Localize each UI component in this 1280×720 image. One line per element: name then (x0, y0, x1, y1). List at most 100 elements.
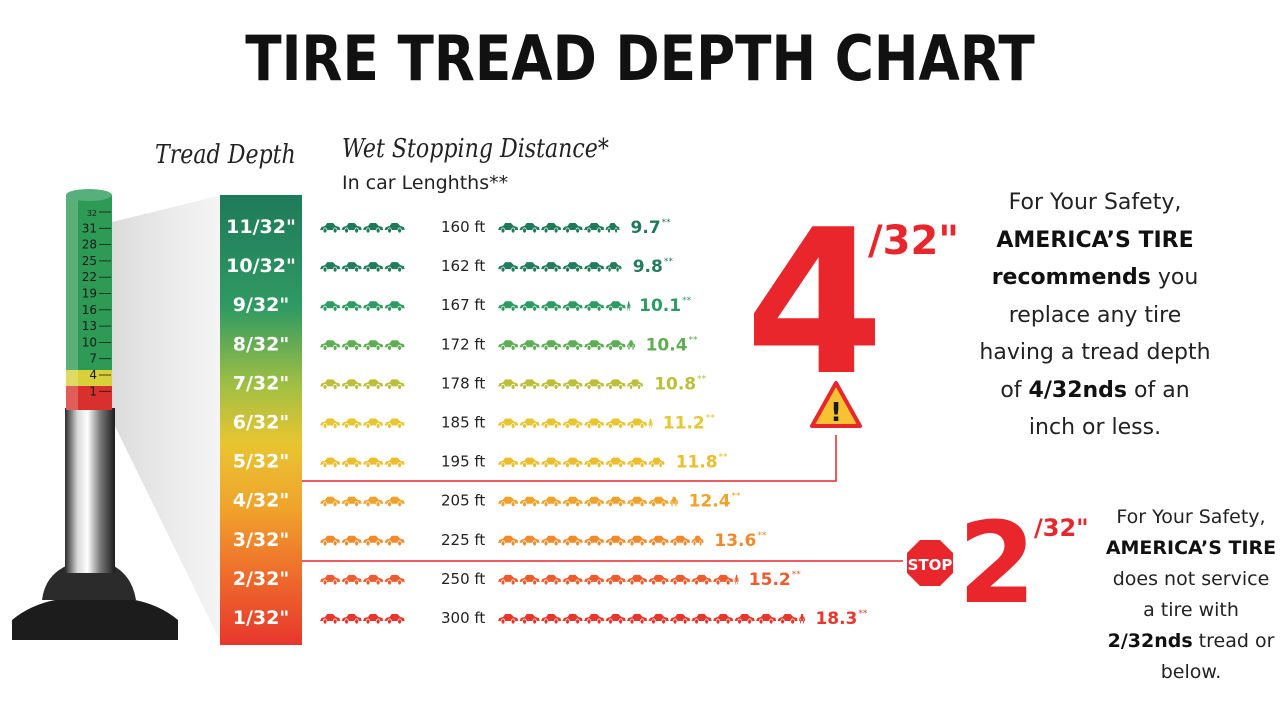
depth-label: 1/32" (233, 607, 290, 629)
car-icon (605, 457, 626, 469)
depth-label: 6/32" (233, 412, 290, 434)
safety-note-4-32: For Your Safety, AMERICA’S TIRE recommen… (960, 184, 1230, 447)
big-four-fraction: /32" (868, 218, 959, 264)
car-icon (498, 379, 519, 390)
stop-sign-icon: STOP (903, 536, 957, 590)
car-icon (584, 262, 605, 273)
warning-mark: ! (830, 398, 842, 428)
car-icon (519, 340, 540, 351)
table-row: 7/32" 178 ft 10.8 ** (233, 372, 707, 394)
car-icon (562, 496, 583, 508)
car-icon (584, 496, 605, 508)
car-icon (541, 574, 562, 586)
car-icon (562, 223, 583, 234)
car-icon (363, 496, 384, 508)
car-icon (756, 614, 777, 625)
car-icon (519, 418, 540, 429)
table-row: 9/32" 167 ft 10.1 ** (233, 294, 692, 316)
note1-line4: replace any tire (1008, 302, 1182, 328)
car-icon (605, 340, 626, 351)
car-lengths-value: 9.8 (633, 257, 663, 277)
car-icon (384, 614, 405, 625)
car-icon (384, 301, 405, 312)
gauge-scale-label: 19 (82, 287, 97, 301)
car-icon (341, 262, 362, 273)
note2-line1: For Your Safety, (1116, 506, 1266, 528)
footnote-mark: ** (697, 374, 707, 384)
car-icon (541, 418, 562, 429)
car-icon (605, 262, 622, 273)
car-icon (384, 223, 405, 234)
car-icon (363, 379, 384, 390)
car-icon (605, 223, 620, 234)
gauge-probe-red (66, 386, 112, 410)
footnote-mark: ** (682, 296, 692, 306)
car-lengths-header: In car Lenghths** (342, 172, 509, 194)
depth-label: 8/32" (233, 333, 290, 355)
car-icon (562, 614, 583, 625)
footnote-mark: ** (757, 531, 767, 541)
car-icon (363, 301, 384, 312)
car-icon (627, 418, 648, 429)
car-icon (584, 614, 605, 625)
car-icon (648, 457, 665, 469)
car-icon (605, 574, 626, 586)
footnote-mark: ** (662, 218, 672, 228)
car-icon (498, 535, 519, 547)
car-icon (363, 418, 384, 429)
car-icon (519, 223, 540, 234)
footnote-mark: ** (732, 492, 742, 502)
car-icon (648, 496, 669, 508)
car-icon (541, 301, 562, 312)
car-lengths-value: 10.8 (654, 374, 696, 394)
car-icon (341, 223, 362, 234)
depth-label: 3/32" (233, 529, 290, 551)
car-icon (498, 340, 519, 351)
depth-label: 9/32" (233, 294, 290, 316)
gauge-base (12, 600, 178, 640)
gauge-scale-label: 25 (82, 254, 97, 268)
gauge-stem (65, 408, 115, 573)
car-icon (320, 535, 341, 547)
table-row: 3/32" 225 ft 13.6 ** (233, 529, 767, 551)
car-icon (541, 457, 562, 469)
depth-label: 11/32" (226, 216, 296, 238)
footnote-mark: ** (706, 414, 716, 424)
tread-depth-header: Tread Depth (155, 140, 296, 170)
gauge-probe-green (66, 195, 112, 370)
car-icon (320, 301, 341, 312)
car-icon (627, 379, 644, 390)
stopping-feet-label: 162 ft (441, 257, 485, 275)
table-row: 1/32" 300 ft 18.3 ** (233, 607, 868, 629)
footnote-mark: ** (689, 335, 699, 345)
note2-line4: a tire with (1143, 599, 1239, 621)
car-icon (519, 496, 540, 508)
car-icon (341, 301, 362, 312)
car-icon (320, 496, 341, 508)
car-icon (691, 614, 712, 625)
note1-line7: inch or less. (1028, 415, 1162, 440)
car-icon (341, 418, 362, 429)
car-icon (519, 379, 540, 390)
car-icon (384, 340, 405, 351)
footnote-mark: ** (664, 257, 674, 267)
car-icon (562, 379, 583, 390)
car-icon (363, 614, 384, 625)
depth-label: 5/32" (233, 451, 290, 473)
car-icon (562, 535, 583, 547)
table-row: 11/32" 160 ft 9.7 ** (226, 216, 671, 238)
car-icon (605, 418, 626, 429)
car-icon (734, 574, 739, 586)
car-icon (627, 574, 648, 586)
car-icon (541, 614, 562, 625)
gauge-scale-label: 22 (82, 270, 97, 284)
stop-label: STOP (908, 556, 953, 574)
note1-line5: having a tread depth (979, 340, 1211, 365)
big-four: 4 (745, 187, 884, 420)
gauge-scale-label: 28 (82, 238, 97, 252)
car-icon (363, 574, 384, 586)
car-lengths-value: 11.8 (676, 453, 718, 473)
car-icon (498, 301, 519, 312)
note2-line6: below. (1160, 661, 1222, 683)
gauge-scale-label: 13 (82, 319, 97, 333)
